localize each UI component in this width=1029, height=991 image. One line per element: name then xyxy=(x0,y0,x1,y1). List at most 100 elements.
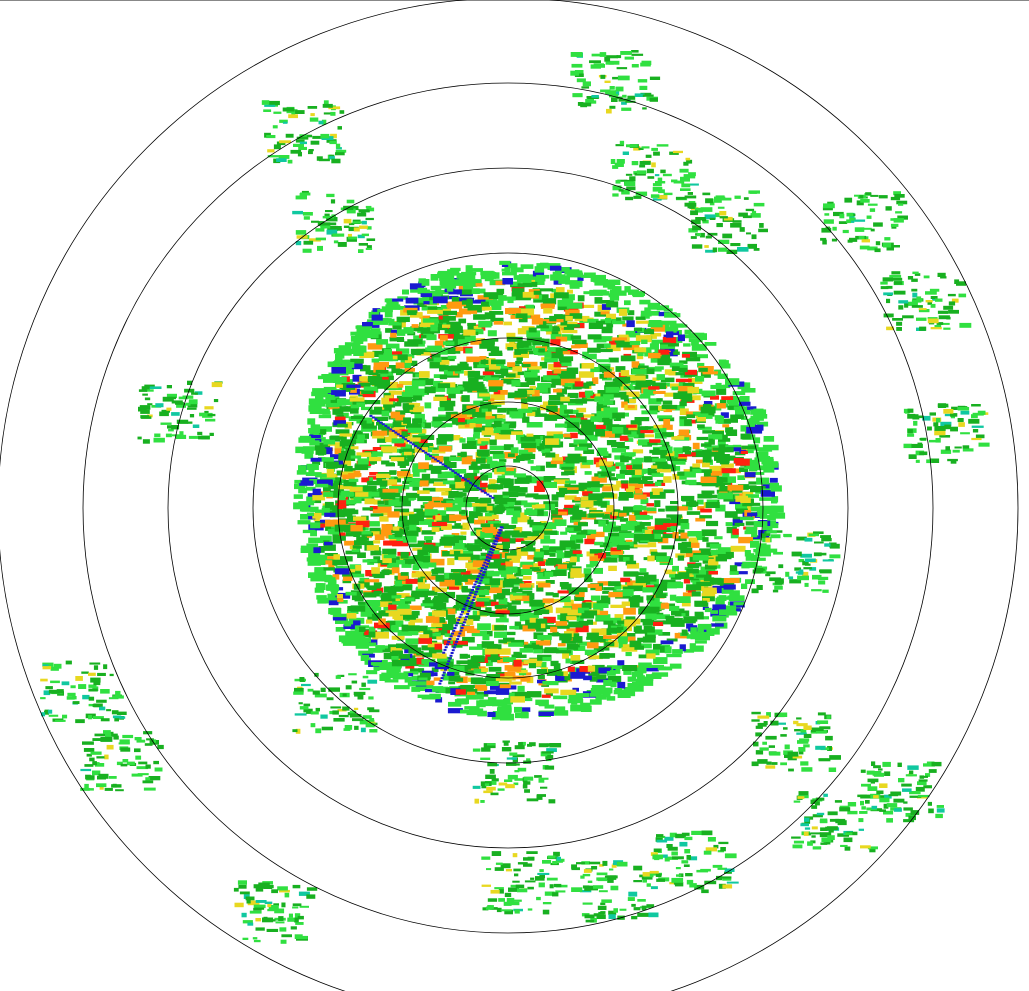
echo-cell xyxy=(619,518,629,522)
echo-cell xyxy=(350,590,363,594)
echo-cell xyxy=(896,200,908,205)
echo-cell xyxy=(951,298,959,303)
echo-cell xyxy=(373,499,382,505)
echo-cell xyxy=(504,672,516,676)
echo-cell xyxy=(690,645,704,652)
echo-cell xyxy=(643,456,651,463)
echo-cell xyxy=(658,349,670,355)
echo-cell xyxy=(483,630,493,637)
echo-cell xyxy=(587,334,602,340)
echo-cell xyxy=(609,294,620,301)
echo-cell xyxy=(468,487,479,491)
echo-cell xyxy=(651,673,662,679)
echo-cell xyxy=(708,571,718,575)
echo-cell xyxy=(514,500,522,506)
echo-cell xyxy=(447,365,461,372)
echo-cell xyxy=(490,338,499,342)
echo-cell xyxy=(947,293,956,297)
echo-cell xyxy=(502,278,513,285)
echo-cell xyxy=(377,506,392,513)
echo-cell xyxy=(584,390,593,396)
echo-cell xyxy=(681,600,691,607)
echo-cell xyxy=(626,491,643,498)
echo-cell xyxy=(545,547,555,551)
echo-cell xyxy=(473,668,487,674)
echo-cell xyxy=(700,508,712,513)
echo-cell xyxy=(675,573,689,579)
echo-cell xyxy=(364,491,380,497)
echo-cell xyxy=(496,467,507,472)
echo-cell xyxy=(589,560,599,567)
echo-cell xyxy=(434,643,443,650)
echo-cell xyxy=(471,384,485,391)
echo-cell xyxy=(485,411,493,417)
echo-cell xyxy=(429,662,443,667)
echo-cell xyxy=(401,431,408,438)
echo-cell xyxy=(684,202,697,207)
echo-cell xyxy=(692,468,702,474)
echo-cell xyxy=(692,579,699,587)
echo-cell xyxy=(300,548,314,553)
echo-cell xyxy=(800,761,809,766)
echo-cell xyxy=(446,301,459,308)
echo-cell xyxy=(827,746,832,751)
echo-cell xyxy=(457,363,469,367)
echo-cell xyxy=(424,509,438,516)
echo-cell xyxy=(669,663,682,669)
echo-cell xyxy=(431,521,448,527)
echo-cell xyxy=(719,216,728,219)
echo-cell xyxy=(411,686,421,692)
echo-cell xyxy=(583,675,592,681)
echo-cell xyxy=(678,429,690,436)
echo-cell xyxy=(519,583,532,588)
echo-cell xyxy=(460,603,467,610)
echo-cell xyxy=(893,281,903,285)
echo-cell xyxy=(932,297,937,301)
echo-cell xyxy=(710,395,719,400)
echo-cell xyxy=(421,530,436,535)
echo-cell xyxy=(422,652,437,658)
echo-cell xyxy=(645,456,659,463)
echo-cell xyxy=(734,451,746,456)
echo-cell xyxy=(596,599,605,605)
echo-cell xyxy=(508,424,516,429)
echo-cell xyxy=(473,434,480,439)
echo-cell xyxy=(783,727,788,730)
echo-cell xyxy=(100,718,110,722)
echo-cell xyxy=(489,414,503,420)
echo-cell xyxy=(492,699,508,707)
echo-cell xyxy=(730,243,741,247)
echo-cell xyxy=(448,289,462,295)
echo-cell xyxy=(383,540,397,546)
echo-cell xyxy=(370,513,384,517)
echo-cell xyxy=(677,471,692,476)
echo-cell xyxy=(524,593,535,600)
echo-cell xyxy=(490,394,505,401)
echo-cell xyxy=(540,303,555,307)
echo-cell xyxy=(322,474,338,478)
echo-cell xyxy=(712,585,728,591)
echo-cell xyxy=(957,418,964,423)
echo-cell xyxy=(678,542,688,550)
echo-cell xyxy=(808,533,819,537)
echo-cell xyxy=(446,275,454,281)
echo-cell xyxy=(498,295,507,301)
echo-cell xyxy=(721,396,734,400)
echo-cell xyxy=(535,279,545,285)
echo-cell xyxy=(742,215,752,219)
echo-cell xyxy=(310,575,324,582)
echo-cell xyxy=(528,663,536,669)
echo-cell xyxy=(394,580,402,587)
echo-cell xyxy=(481,301,489,306)
echo-cell xyxy=(517,340,532,346)
echo-cell xyxy=(673,351,680,355)
echo-cell xyxy=(403,327,414,334)
echo-cell xyxy=(533,290,542,295)
echo-cell xyxy=(512,492,526,497)
echo-cell xyxy=(721,463,734,468)
echo-cell xyxy=(765,573,771,577)
echo-cell xyxy=(704,494,713,499)
echo-cell xyxy=(613,416,622,421)
echo-cell xyxy=(348,478,359,482)
echo-cell xyxy=(518,408,533,413)
